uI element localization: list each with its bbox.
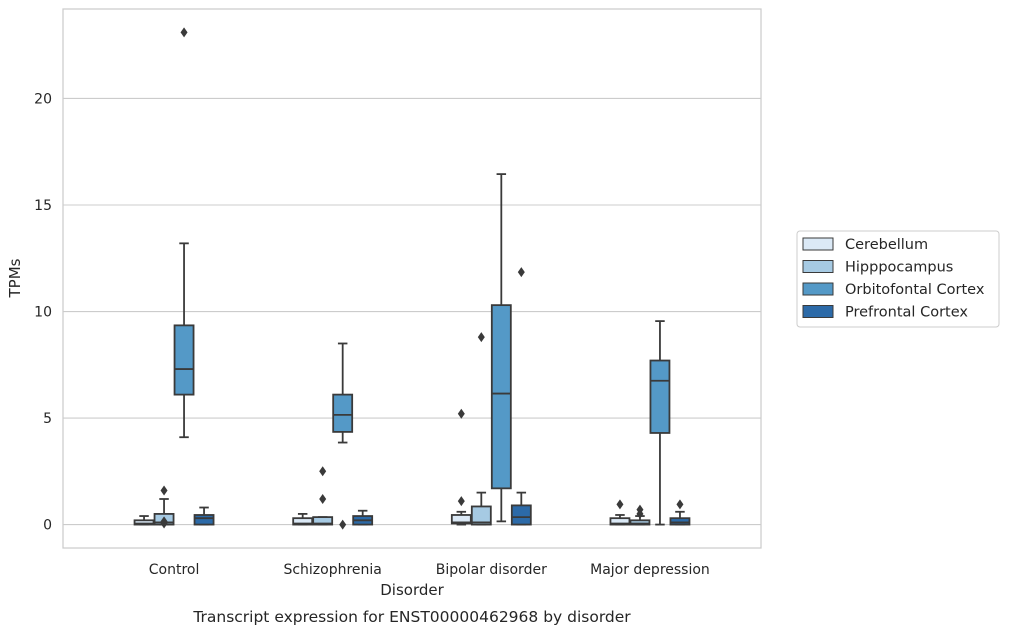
box-iqr <box>609 517 631 526</box>
box <box>292 513 314 526</box>
outlier-point <box>180 27 188 38</box>
outlier-point <box>457 496 465 507</box>
box <box>133 515 155 526</box>
outlier-point <box>160 516 168 527</box>
box <box>332 342 354 530</box>
box-series <box>133 27 691 530</box>
box <box>352 509 374 526</box>
box <box>669 499 691 526</box>
legend-label: Orbitofontal Cortex <box>845 282 985 298</box>
box <box>153 485 175 529</box>
box-iqr <box>193 514 215 526</box>
chart-caption: Transcript expression for ENST0000046296… <box>192 608 631 626</box>
box-iqr <box>490 304 512 490</box>
legend: Cerebellum Hipppocampus Orbitofontal Corte… <box>796 230 1000 328</box>
x-tick-labels: Control Schizophrenia Bipolar disorder Majo… <box>149 562 710 578</box>
outlier-point <box>319 466 327 477</box>
x-tick-label: Schizophrenia <box>283 562 381 578</box>
series-orbitofontal-cortex <box>173 27 671 530</box>
legend-frame <box>796 230 1000 328</box>
y-tick-label: 20 <box>34 91 52 107</box>
x-axis-title: Disorder <box>380 581 444 599</box>
box <box>450 408 472 526</box>
box <box>470 332 492 526</box>
x-tick-label: Bipolar disorder <box>436 562 547 578</box>
y-tick-label: 0 <box>43 518 52 534</box>
box <box>193 506 215 526</box>
outlier-point <box>339 519 347 530</box>
series-cerebellum <box>133 408 631 526</box>
outlier-point <box>319 494 327 504</box>
y-axis-title: TPMs <box>6 258 24 298</box>
box <box>649 320 671 526</box>
outlier-point <box>517 267 525 278</box>
outlier-point <box>676 499 684 510</box>
outlier-point <box>160 485 168 496</box>
x-tick-label: Control <box>149 562 200 578</box>
box-iqr <box>470 505 492 526</box>
y-tick-label: 15 <box>34 198 52 214</box>
y-tick-label: 5 <box>43 411 52 427</box>
box-iqr <box>629 519 651 526</box>
legend-label: Hipppocampus <box>845 260 953 276</box>
box <box>609 499 631 526</box>
series-prefrontal-cortex <box>193 267 691 526</box>
box <box>629 504 651 526</box>
box-iqr <box>332 393 354 433</box>
y-tick-labels: 0 5 10 15 20 <box>34 91 52 533</box>
legend-label: Prefrontal Cortex <box>845 305 968 321</box>
box <box>490 173 512 523</box>
legend-swatch <box>802 282 834 296</box>
box <box>510 267 532 526</box>
legend-swatch <box>802 305 834 318</box>
box-iqr <box>510 504 532 526</box>
outlier-point <box>636 504 644 515</box>
y-tick-label: 10 <box>34 305 52 321</box>
box-iqr <box>292 517 314 526</box>
outlier-point <box>616 499 624 510</box>
series-hipppocampus <box>153 332 651 529</box>
box-iqr <box>173 324 195 396</box>
box <box>312 466 334 526</box>
x-tick-label: Major depression <box>590 562 710 578</box>
box-iqr <box>450 514 472 525</box>
box <box>173 27 195 439</box>
box-iqr <box>133 519 155 526</box>
box-iqr <box>669 517 691 526</box>
box-iqr <box>312 516 334 526</box>
outlier-point <box>477 332 485 343</box>
outlier-point <box>457 408 465 419</box>
box-iqr <box>649 359 671 434</box>
legend-label: Cerebellum <box>845 237 928 253</box>
legend-swatch <box>802 260 834 273</box>
legend-swatch <box>802 237 834 251</box>
plot-frame <box>62 8 762 549</box>
